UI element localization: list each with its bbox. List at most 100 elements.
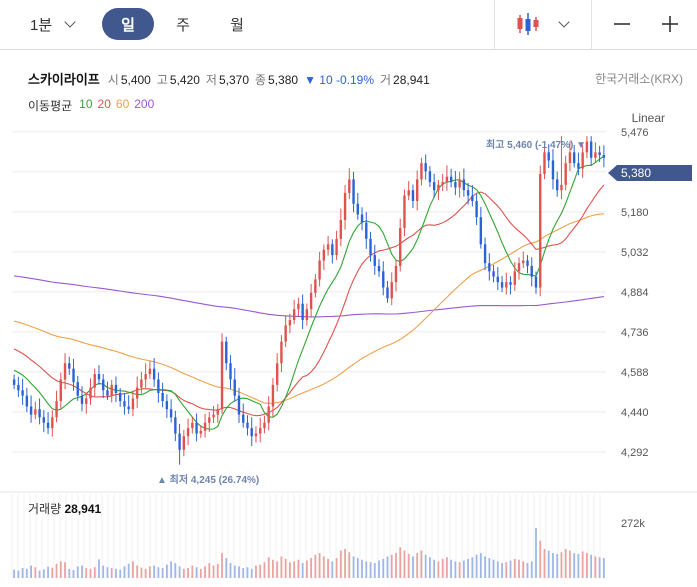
ma-10-label[interactable]: 10: [79, 97, 93, 111]
candle-body: [483, 244, 487, 264]
volume-bar: [127, 563, 130, 578]
candle-body: [568, 152, 572, 164]
volume-bar: [216, 563, 219, 578]
volume-bar: [72, 570, 75, 578]
candle-body: [449, 176, 453, 183]
volume-bar: [272, 559, 274, 578]
candle-body: [203, 422, 207, 431]
volume-bar: [471, 557, 474, 578]
volume-bar: [437, 561, 440, 578]
candle-body: [271, 384, 275, 407]
candle-body: [68, 363, 71, 369]
volume-bar: [356, 558, 359, 578]
volume-bar: [276, 561, 279, 578]
candle-body: [72, 368, 75, 383]
volume-bar: [416, 553, 419, 578]
candle-body: [220, 341, 224, 410]
candle-body: [267, 406, 270, 423]
volume-bar: [305, 560, 308, 578]
volume-bar: [509, 560, 512, 578]
volume-bar: [212, 565, 215, 578]
volume-bar: [178, 566, 181, 578]
volume-bar: [229, 563, 232, 578]
candlesticks: [12, 136, 606, 465]
candle-body: [479, 217, 483, 245]
volume-bar: [182, 568, 185, 578]
volume-bar: [93, 567, 96, 578]
volume-panel-label: 거래량 28,941: [28, 500, 101, 517]
candle-body: [216, 409, 219, 415]
volume-bar: [458, 562, 461, 578]
candle-body: [513, 271, 516, 285]
candle-body: [509, 282, 512, 285]
volume-bar: [492, 559, 495, 578]
ma-20-label[interactable]: 20: [97, 97, 111, 111]
chart-gridlines: [12, 131, 606, 453]
volume-bar: [51, 567, 54, 578]
volume-bar: [68, 568, 71, 578]
candle-body: [165, 401, 169, 410]
volume-bar: [119, 569, 122, 578]
candle-body: [505, 282, 508, 288]
tab-monthly[interactable]: 월: [211, 8, 263, 40]
price-tick-label: 4,736: [621, 327, 649, 339]
high-annotation: 최고 5,460 (-1.47%) ▼: [486, 138, 586, 151]
candle-body: [131, 398, 135, 410]
volume-bar: [314, 554, 317, 578]
candle-body: [585, 141, 589, 153]
volume-bar: [594, 556, 597, 578]
scale-mode-button[interactable]: Linear: [631, 111, 665, 125]
volume-bar: [289, 562, 291, 578]
tab-daily[interactable]: 일: [102, 8, 154, 40]
volume-bar: [98, 559, 100, 578]
volume-bar: [267, 557, 270, 578]
low-annotation: ▲ 최저 4,245 (26.74%): [157, 473, 259, 486]
current-price-value: 5,380: [621, 166, 651, 180]
tab-weekly[interactable]: 주: [157, 8, 209, 40]
zoom-out-button[interactable]: [606, 8, 638, 40]
ma-legend: 이동평균 10 20 60 200: [28, 97, 154, 114]
candle-body: [157, 379, 160, 393]
volume-bar: [208, 563, 211, 578]
candle-body: [539, 173, 542, 288]
ma-200-label[interactable]: 200: [134, 97, 155, 111]
chart-type-select[interactable]: [506, 8, 576, 40]
candle-body: [377, 265, 381, 272]
ma-legend-title: 이동평균: [28, 99, 73, 113]
candle-body: [352, 179, 355, 204]
candle-body: [348, 179, 351, 193]
volume-bar: [407, 553, 410, 578]
candle-body: [386, 287, 389, 299]
volume-bar: [496, 561, 499, 578]
volume-bar: [89, 568, 92, 578]
volume-bar: [386, 556, 389, 578]
price-tick-label: 5,180: [621, 207, 649, 219]
open-label: 시: [107, 73, 119, 87]
candle-body: [543, 152, 546, 174]
candle-body: [305, 309, 309, 320]
volume-bar: [148, 566, 151, 578]
volume-bar: [259, 564, 262, 578]
exchange-label: 한국거래소(KRX): [595, 72, 683, 86]
high-value: 5,420: [169, 73, 200, 87]
volume-value: 28,941: [393, 73, 430, 87]
volume-bar: [115, 568, 117, 578]
volume-bar: [501, 563, 503, 578]
ma-60-label[interactable]: 60: [115, 97, 130, 111]
volume-bar: [586, 553, 588, 578]
candle-body: [123, 401, 126, 407]
candle-body: [25, 395, 29, 407]
interval-select[interactable]: 1분: [30, 10, 76, 38]
volume-bar: [522, 561, 525, 578]
candle-body: [309, 292, 313, 310]
volume-bar: [284, 558, 287, 578]
candle-body: [441, 182, 444, 185]
close-label: 종: [255, 73, 267, 87]
volume-bar: [293, 561, 296, 578]
candle-body: [326, 244, 330, 250]
candle-body: [517, 263, 521, 272]
price-tick-label: 4,440: [621, 407, 649, 419]
zoom-in-button[interactable]: [654, 8, 686, 40]
volume-bar: [445, 557, 448, 578]
